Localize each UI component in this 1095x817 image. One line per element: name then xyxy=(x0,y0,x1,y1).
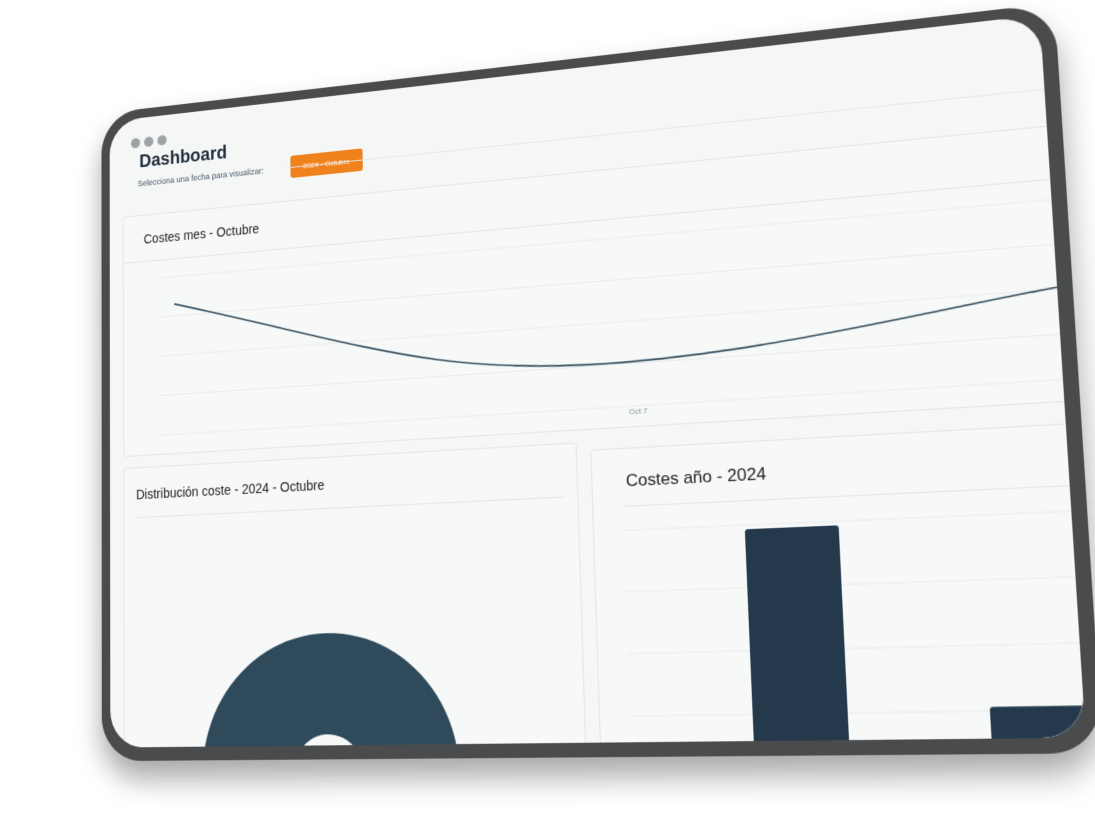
grid-line xyxy=(157,194,1086,279)
yearly-cost-chart xyxy=(591,420,1085,747)
close-dot-icon[interactable] xyxy=(131,138,140,149)
maximize-dot-icon[interactable] xyxy=(157,135,166,146)
bar[interactable] xyxy=(990,705,1086,747)
yearly-cost-card: Costes año - 2024 xyxy=(590,419,1085,747)
grid-line xyxy=(624,508,1086,530)
page-title: Dashboard xyxy=(139,143,227,173)
grid-line xyxy=(157,239,1085,318)
monthly-cost-card: Costes mes - Octubre Oct 7 xyxy=(123,119,1086,457)
minimize-dot-icon[interactable] xyxy=(144,136,153,147)
grid-line xyxy=(158,375,1086,435)
grid-line xyxy=(158,284,1086,356)
app-screen: Dashboard Selecciona una fecha para visu… xyxy=(110,15,1086,748)
grid-line xyxy=(628,641,1086,654)
cost-distribution-chart: 930 xyxy=(124,444,586,748)
bar[interactable] xyxy=(745,525,852,747)
grid-line xyxy=(626,574,1086,592)
tablet-frame: Dashboard Selecciona una fecha para visu… xyxy=(101,3,1095,761)
monthly-cost-chart: Oct 7 xyxy=(124,120,1086,456)
window-controls xyxy=(131,135,167,149)
series-line xyxy=(174,226,1086,393)
cost-distribution-card: Distribución coste - 2024 - Octubre 930 xyxy=(123,443,587,748)
x-tick-label: Oct 7 xyxy=(629,406,648,417)
donut-slice[interactable] xyxy=(202,630,463,748)
